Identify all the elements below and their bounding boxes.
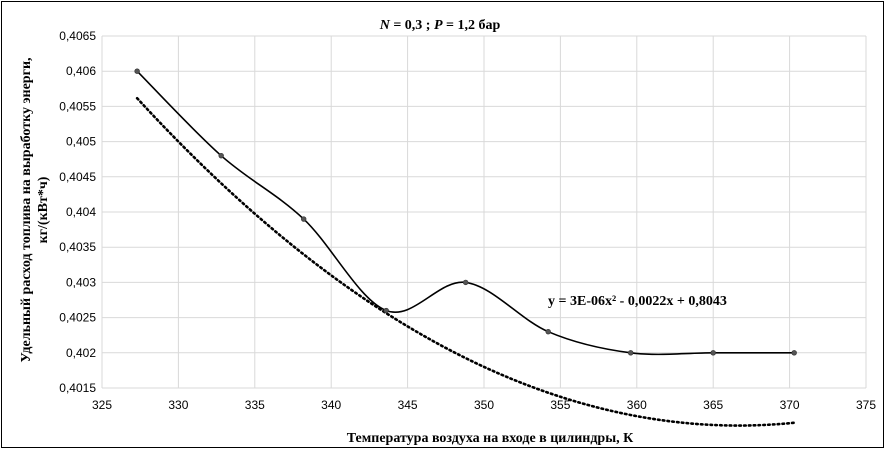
y-axis-label: Удельный расход топлива на выработку эне…	[19, 57, 51, 362]
y-tick-labels: 0,4015 0,402 0,4025 0,403 0,4035 0,404 0,4045 0…	[59, 29, 96, 395]
x-tick-label: 325	[92, 398, 112, 412]
data-markers	[134, 68, 797, 356]
y-tick-label: 0,4045	[59, 170, 96, 184]
y-tick-label: 0,405	[66, 135, 96, 149]
x-tick-label: 335	[245, 398, 265, 412]
x-tick-label: 340	[321, 398, 341, 412]
x-tick-label: 360	[627, 398, 647, 412]
x-tick-label: 365	[703, 398, 723, 412]
x-tick-label: 355	[550, 398, 570, 412]
data-point	[218, 152, 224, 159]
x-tick-labels: 325 330 335 340 345 350 355 360 365 370 375	[92, 398, 876, 412]
y-tick-label: 0,404	[66, 205, 96, 219]
data-point	[627, 350, 634, 356]
y-tick-label: 0,4015	[59, 381, 96, 395]
y-tick-label: 0,4065	[59, 29, 96, 43]
trendline	[135, 96, 796, 427]
data-line	[136, 70, 795, 356]
trendline-equation: y = 3E-06x² - 0,0022x + 0,8043	[548, 294, 727, 309]
series	[135, 70, 796, 427]
gridlines	[101, 35, 867, 389]
x-tick-label: 345	[398, 398, 418, 412]
y-tick-label: 0,4055	[59, 99, 96, 113]
data-point	[383, 307, 389, 314]
x-tick-label: 370	[780, 398, 800, 412]
x-axis-label: Температура воздуха на входе в цилиндры,…	[347, 431, 634, 446]
x-tick-label: 350	[474, 398, 494, 412]
x-tick-label: 330	[168, 398, 188, 412]
data-point	[134, 68, 140, 74]
y-axis-label-line1: Удельный расход топлива на выработку эне…	[19, 57, 34, 362]
y-tick-label: 0,4025	[59, 311, 96, 325]
data-point	[791, 350, 797, 356]
data-point	[710, 350, 716, 356]
data-point	[300, 216, 307, 222]
y-tick-label: 0,402	[66, 346, 96, 360]
y-axis-label-line2: кг/(кВт*ч)	[36, 176, 51, 243]
y-tick-label: 0,406	[66, 64, 96, 78]
x-tick-label: 375	[856, 398, 876, 412]
y-tick-label: 0,403	[66, 275, 96, 289]
y-tick-label: 0,4035	[59, 240, 96, 254]
data-point	[462, 279, 469, 286]
chart-title: N = 0,3 ; P = 1,2 бар	[379, 18, 501, 33]
data-point	[545, 328, 551, 335]
